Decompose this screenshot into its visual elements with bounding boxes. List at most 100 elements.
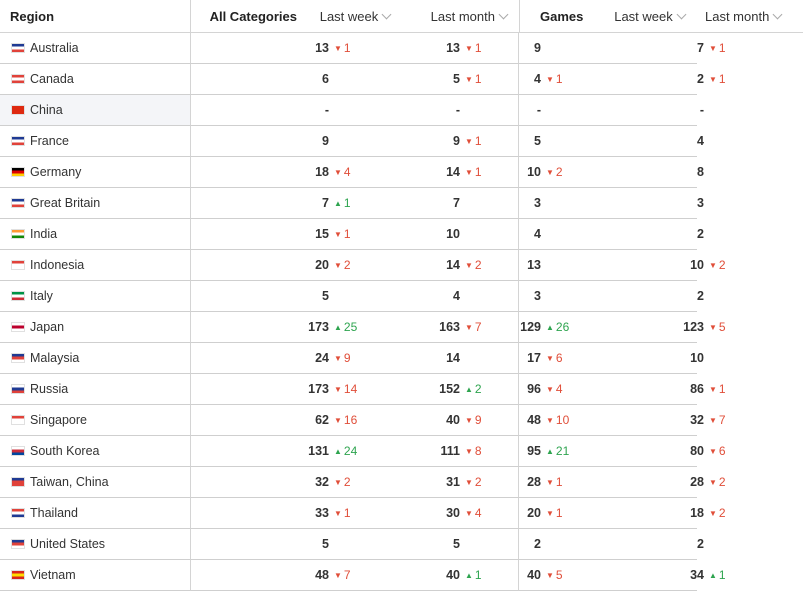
table-row[interactable]: Singapore 62 ▼ 16 40 ▼ 9 48 ▼ 10 32 ▼ 7	[0, 405, 803, 436]
region-cell[interactable]: Indonesia	[0, 250, 191, 281]
region-cell[interactable]: Singapore	[0, 405, 191, 436]
region-cell[interactable]: South Korea	[0, 436, 191, 467]
all-last-week-sort-header[interactable]: Last week	[307, 0, 403, 33]
table-row[interactable]: Russia 173 ▼ 14 152 ▲ 2 96 ▼ 4 86 ▼ 1	[0, 374, 803, 405]
games-last-month-sort-header[interactable]: Last month	[697, 0, 803, 33]
region-name: Taiwan, China	[30, 475, 109, 489]
all-last-month-cell: 10	[403, 219, 519, 250]
games-last-month-cell: 10	[602, 343, 704, 374]
region-cell[interactable]: France	[0, 126, 191, 157]
games-last-month-change: ▼ 2	[709, 475, 726, 489]
region-cell[interactable]: Canada	[0, 64, 191, 95]
table-row[interactable]: United States 5 5 2 2	[0, 529, 803, 560]
games-column-header: Games	[519, 0, 602, 33]
flag-russia-icon	[11, 384, 25, 394]
games-last-week-value: 5	[534, 134, 541, 148]
all-last-week-value: -	[324, 103, 329, 117]
table-row[interactable]: Germany 18 ▼ 4 14 ▼ 1 10 ▼ 2 8	[0, 157, 803, 188]
games-last-week-value: 3	[534, 289, 541, 303]
all-categories-cell	[191, 467, 307, 498]
triangle-down-icon: ▼	[334, 354, 342, 363]
table-row[interactable]: Italy 5 4 3 2	[0, 281, 803, 312]
all-last-month-value: 4	[453, 289, 460, 303]
all-categories-cell	[191, 126, 307, 157]
region-cell[interactable]: Taiwan, China	[0, 467, 191, 498]
triangle-down-icon: ▼	[465, 75, 473, 84]
table-row[interactable]: Thailand 33 ▼ 1 30 ▼ 4 20 ▼ 1 18 ▼ 2	[0, 498, 803, 529]
region-column-header[interactable]: Region	[0, 0, 191, 33]
triangle-down-icon: ▼	[465, 478, 473, 487]
all-last-week-value: 173	[308, 320, 329, 334]
all-last-month-change-value: 7	[474, 320, 482, 334]
all-last-week-change-value: 1	[343, 41, 351, 55]
table-row[interactable]: Malaysia 24 ▼ 9 14 17 ▼ 6 10	[0, 343, 803, 374]
triangle-down-icon: ▼	[546, 354, 554, 363]
region-cell[interactable]: Vietnam	[0, 560, 191, 591]
table-row[interactable]: Taiwan, China 32 ▼ 2 31 ▼ 2 28 ▼ 1 28 ▼ 2	[0, 467, 803, 498]
all-categories-cell	[191, 312, 307, 343]
games-last-week-sort-header[interactable]: Last week	[602, 0, 697, 33]
flag-india-icon	[11, 229, 25, 239]
table-row[interactable]: China - - - -	[0, 95, 803, 126]
games-last-week-cell: 48 ▼ 10	[519, 405, 602, 436]
all-last-month-cell: 14 ▼ 1	[403, 157, 519, 188]
region-cell[interactable]: India	[0, 219, 191, 250]
flag-china-icon	[11, 105, 25, 115]
region-cell[interactable]: Japan	[0, 312, 191, 343]
region-name: Russia	[30, 382, 69, 396]
region-cell[interactable]: Russia	[0, 374, 191, 405]
all-last-month-change-value: 2	[474, 382, 482, 396]
table-row[interactable]: Vietnam 48 ▼ 7 40 ▲ 1 40 ▼ 5 34 ▲ 1	[0, 560, 803, 591]
region-name: Thailand	[30, 506, 78, 520]
table-row[interactable]: Australia 13 ▼ 1 13 ▼ 1 9 7 ▼ 1	[0, 33, 803, 64]
games-last-week-change: ▲ 26	[546, 320, 569, 334]
all-last-month-sort-header[interactable]: Last month	[403, 0, 519, 33]
all-last-month-value: 14	[446, 258, 460, 272]
games-last-month-cell: 34 ▲ 1	[602, 560, 726, 591]
games-header-label: Games	[540, 8, 584, 24]
table-row[interactable]: Great Britain 7 ▲ 1 7 3 3	[0, 188, 803, 219]
region-cell[interactable]: China	[0, 95, 191, 126]
chevron-down-icon	[772, 9, 783, 19]
region-name: Canada	[30, 72, 74, 86]
all-last-month-value: 14	[446, 165, 460, 179]
table-row[interactable]: Japan 173 ▲ 25 163 ▼ 7 129 ▲ 26 123 ▼ 5	[0, 312, 803, 343]
region-name: France	[30, 134, 69, 148]
all-last-week-value: 24	[315, 351, 329, 365]
region-cell[interactable]: Great Britain	[0, 188, 191, 219]
table-row[interactable]: India 15 ▼ 1 10 4 2	[0, 219, 803, 250]
games-last-week-change: ▼ 1	[546, 506, 563, 520]
all-last-week-change: ▼ 16	[334, 413, 357, 427]
table-row[interactable]: Indonesia 20 ▼ 2 14 ▼ 2 13 10 ▼ 2	[0, 250, 803, 281]
all-last-week-value: 32	[315, 475, 329, 489]
all-last-month-value: 14	[446, 351, 460, 365]
games-last-week-value: 10	[527, 165, 541, 179]
region-cell[interactable]: Germany	[0, 157, 191, 188]
table-row[interactable]: France 9 9 ▼ 1 5 4	[0, 126, 803, 157]
games-last-month-change-value: 2	[718, 258, 726, 272]
triangle-up-icon: ▲	[465, 571, 473, 580]
all-last-week-change: ▼ 1	[334, 41, 351, 55]
all-last-month-value: 152	[439, 382, 460, 396]
region-cell[interactable]: Thailand	[0, 498, 191, 529]
table-row[interactable]: South Korea 131 ▲ 24 111 ▼ 8 95 ▲ 21 80 ▼ 6	[0, 436, 803, 467]
all-last-month-cell: 5 ▼ 1	[403, 64, 519, 95]
region-cell[interactable]: Italy	[0, 281, 191, 312]
games-last-month-cell: 86 ▼ 1	[602, 374, 726, 405]
games-last-week-value: 13	[527, 258, 541, 272]
region-cell[interactable]: United States	[0, 529, 191, 560]
region-cell[interactable]: Malaysia	[0, 343, 191, 374]
triangle-down-icon: ▼	[709, 509, 717, 518]
table-row[interactable]: Canada 6 5 ▼ 1 4 ▼ 1 2 ▼ 1	[0, 64, 803, 95]
games-last-month-change: ▼ 1	[709, 382, 726, 396]
triangle-down-icon: ▼	[709, 75, 717, 84]
all-last-week-change-value: 1	[343, 227, 351, 241]
games-last-month-cell: 28 ▼ 2	[602, 467, 726, 498]
games-last-week-change: ▲ 21	[546, 444, 569, 458]
all-categories-cell	[191, 436, 307, 467]
triangle-down-icon: ▼	[465, 168, 473, 177]
games-last-week-value: 40	[527, 568, 541, 582]
all-last-week-change: ▼ 9	[334, 351, 351, 365]
games-last-week-value: -	[536, 103, 541, 117]
region-cell[interactable]: Australia	[0, 33, 191, 64]
